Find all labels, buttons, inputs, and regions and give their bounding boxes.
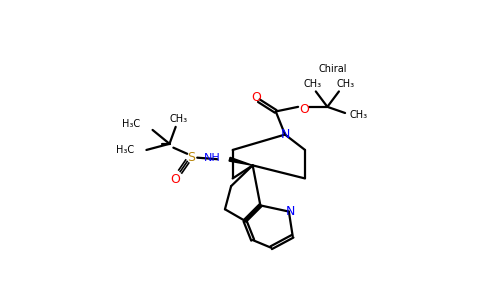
Text: CH₃: CH₃ xyxy=(336,79,354,89)
Text: S: S xyxy=(187,151,195,164)
Text: Chiral: Chiral xyxy=(318,64,347,74)
Text: CH₃: CH₃ xyxy=(303,79,322,89)
Text: N: N xyxy=(280,128,290,141)
Text: H₃C: H₃C xyxy=(122,119,140,129)
Text: O: O xyxy=(170,173,180,186)
Text: N: N xyxy=(286,205,295,218)
Text: CH₃: CH₃ xyxy=(349,110,367,120)
Polygon shape xyxy=(229,157,253,165)
Text: CH₃: CH₃ xyxy=(170,114,188,124)
Text: H₃C: H₃C xyxy=(116,145,134,155)
Text: O: O xyxy=(299,103,309,116)
Text: NH: NH xyxy=(204,153,221,163)
Text: O: O xyxy=(251,91,261,104)
